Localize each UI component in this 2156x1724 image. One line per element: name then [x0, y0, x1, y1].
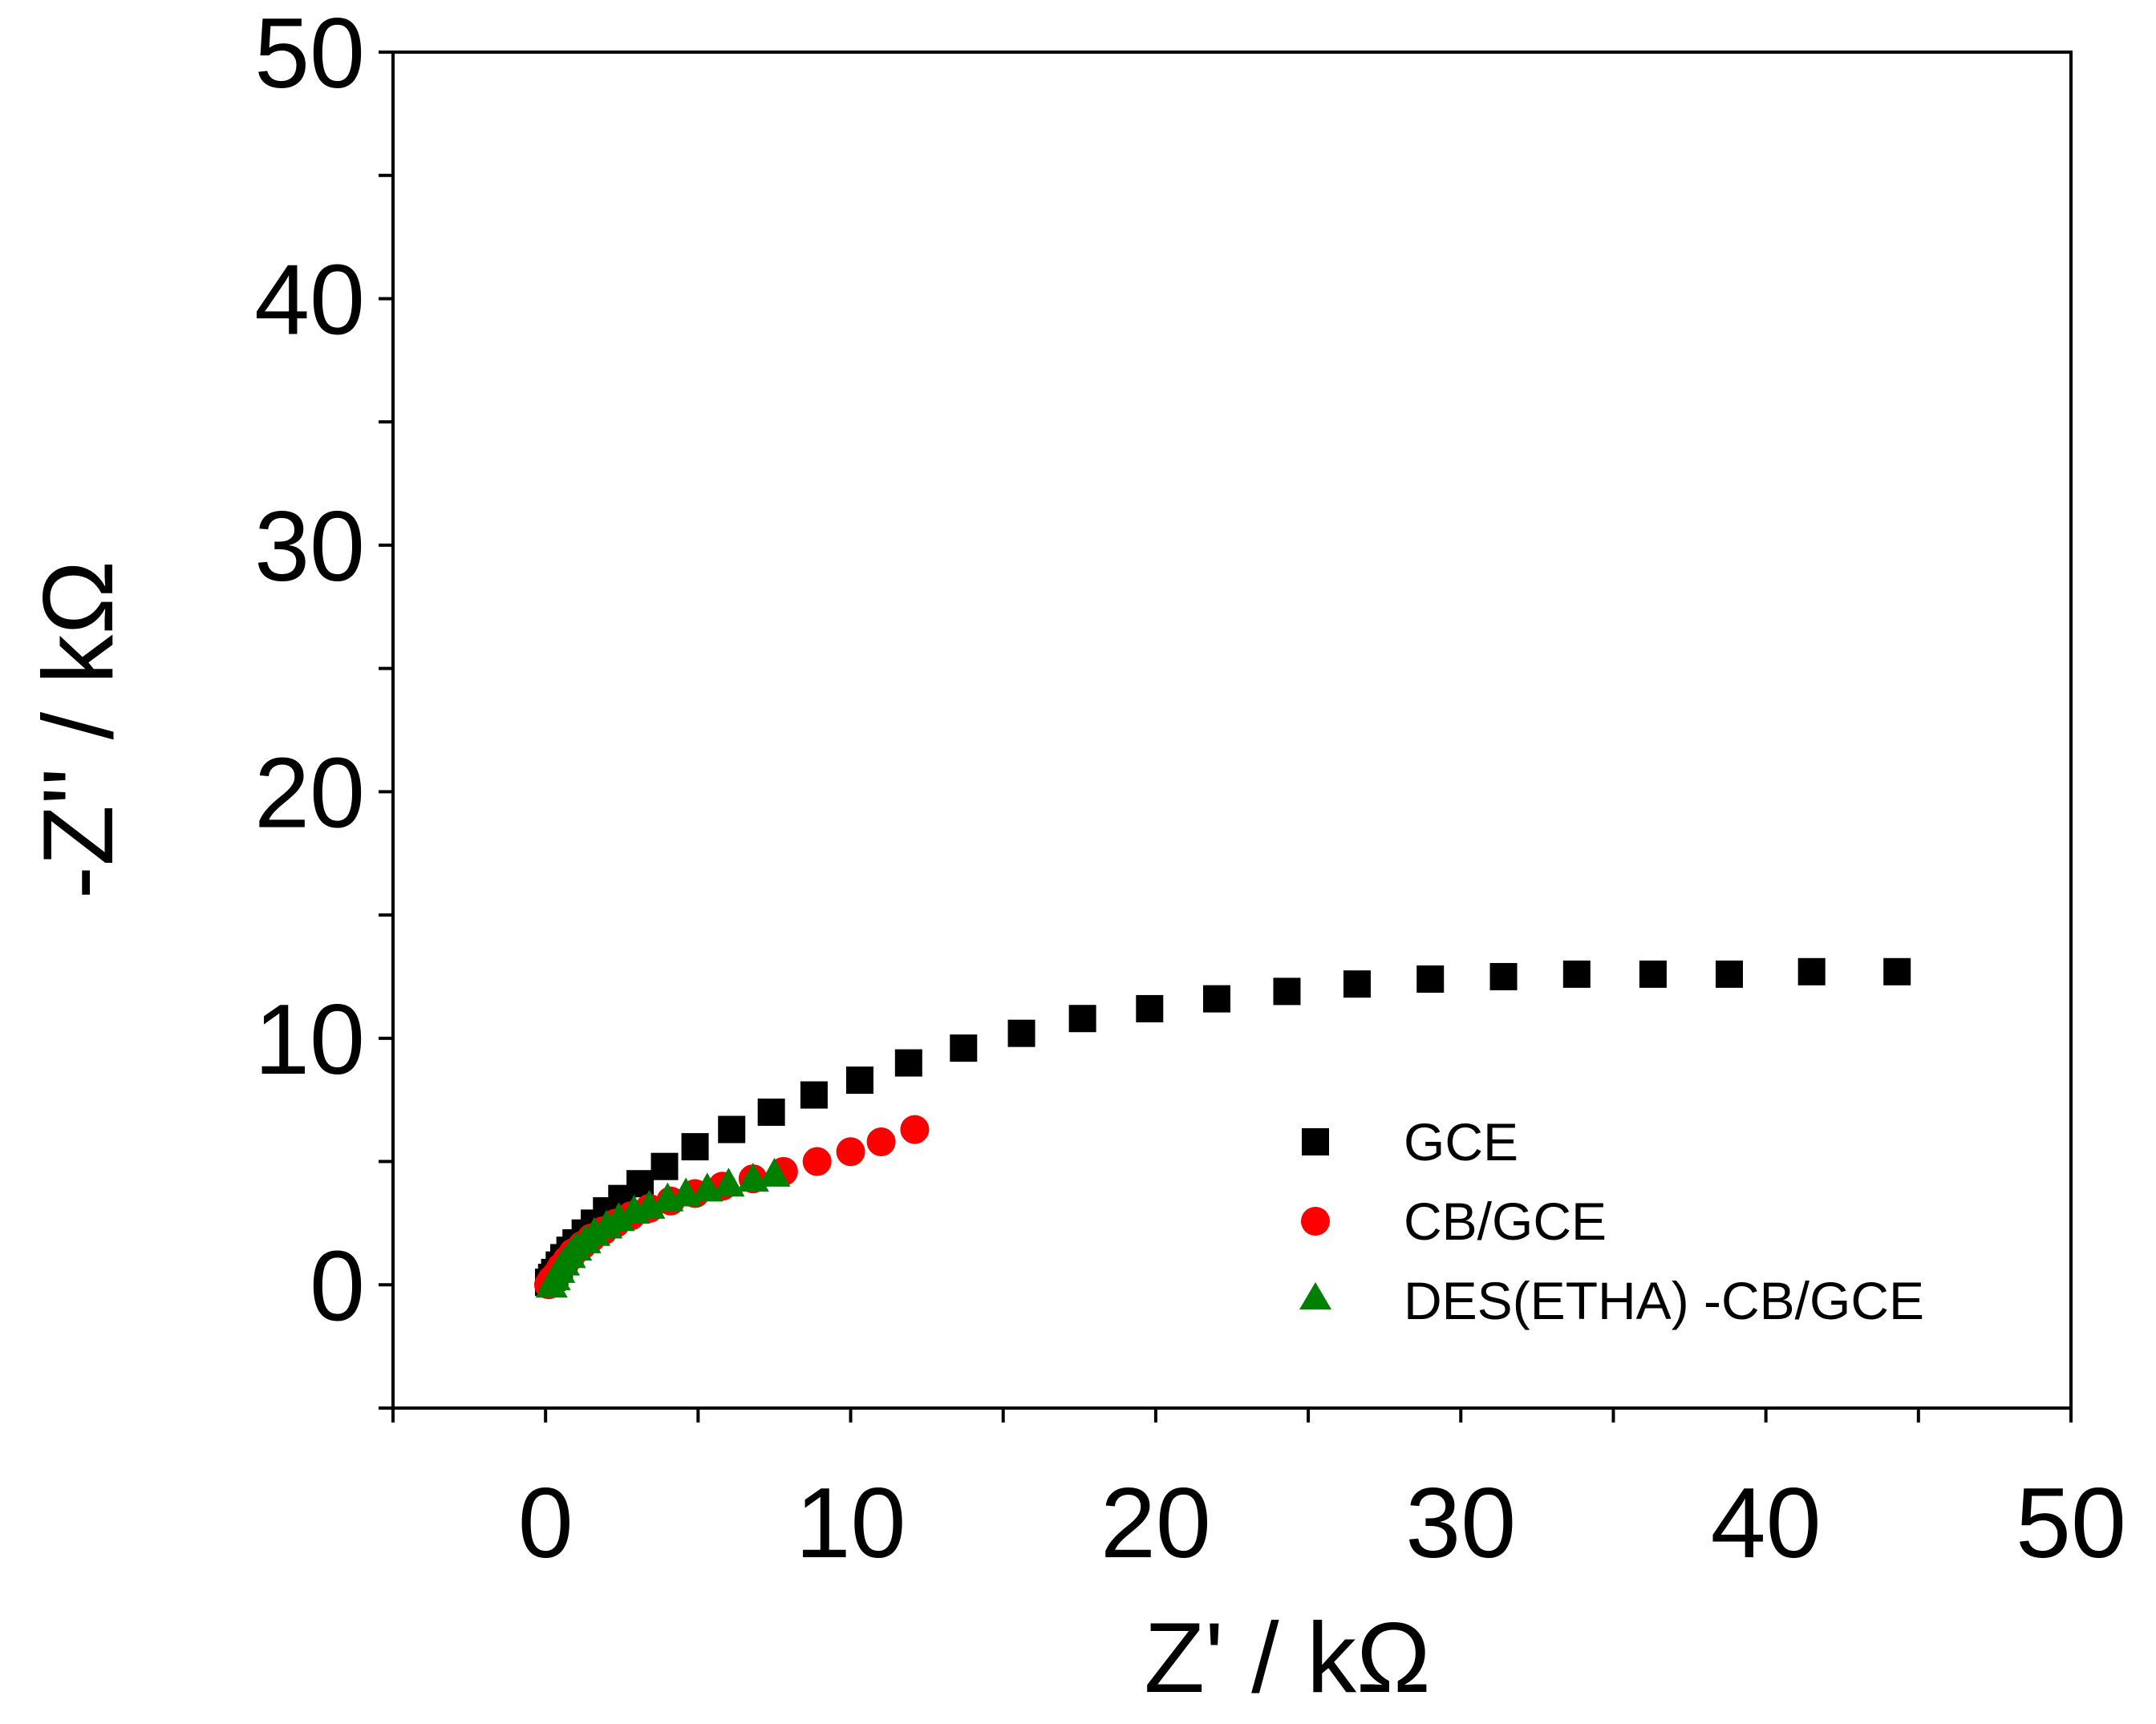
data-point — [900, 1115, 930, 1144]
data-point — [1715, 960, 1743, 988]
data-point — [802, 1147, 832, 1176]
data-point — [1007, 1019, 1035, 1047]
data-point — [602, 1202, 635, 1232]
y-axis-ticks: 0 10 20 30 40 50 — [254, 0, 393, 1410]
data-point — [1883, 957, 1911, 985]
y-tick-label: 20 — [254, 738, 365, 848]
x-tick-label: 40 — [1711, 1468, 1822, 1579]
data-point — [578, 1216, 611, 1246]
legend-marker-cb-gce — [1301, 1207, 1330, 1236]
y-tick-label: 40 — [254, 245, 365, 355]
data-point — [1416, 965, 1445, 994]
data-point — [1639, 960, 1667, 988]
data-point — [1068, 1005, 1096, 1033]
legend: GCE CB/GCE DES(ETHA) -CB/GCE — [1299, 1112, 1924, 1330]
data-point — [1136, 994, 1164, 1022]
data-point — [845, 1066, 873, 1095]
x-axis-ticks: 0 10 20 30 40 50 — [391, 1408, 2126, 1579]
x-tick-label: 10 — [796, 1468, 906, 1579]
x-tick-label: 50 — [2016, 1468, 2126, 1579]
data-point — [633, 1189, 666, 1219]
y-axis-title: -Z'' / kΩ — [23, 561, 134, 899]
x-axis-title: Z' / kΩ — [1144, 1603, 1430, 1714]
legend-marker-des-etha-cb-gce — [1299, 1282, 1331, 1309]
plot-frame — [391, 51, 2073, 1410]
data-point — [1343, 970, 1371, 998]
data-point — [681, 1133, 709, 1161]
legend-label-gce: GCE — [1404, 1112, 1518, 1172]
data-point — [1273, 977, 1301, 1006]
data-point — [758, 1157, 791, 1187]
data-point — [1489, 962, 1518, 990]
data-point — [950, 1034, 978, 1062]
x-tick-label: 30 — [1405, 1468, 1516, 1579]
legend-marker-gce — [1302, 1128, 1329, 1155]
data-point — [1562, 960, 1591, 988]
series-layer — [533, 957, 1911, 1300]
x-tick-label: 0 — [518, 1468, 573, 1579]
y-tick-label: 10 — [254, 985, 365, 1095]
series-2 — [535, 1157, 791, 1298]
data-point — [712, 1168, 745, 1197]
data-point — [650, 1152, 679, 1180]
y-tick-label: 50 — [254, 0, 365, 109]
x-tick-label: 20 — [1100, 1468, 1211, 1579]
data-point — [757, 1099, 785, 1127]
data-point — [866, 1127, 896, 1156]
y-tick-label: 0 — [310, 1231, 365, 1342]
data-point — [1797, 957, 1826, 985]
data-point — [894, 1049, 922, 1077]
data-point — [800, 1081, 828, 1109]
data-point — [590, 1209, 623, 1239]
data-point — [1202, 985, 1230, 1013]
legend-label-cb-gce: CB/GCE — [1404, 1192, 1607, 1251]
y-tick-label: 30 — [254, 492, 365, 602]
legend-label-des-etha-cb-gce: DES(ETHA) -CB/GCE — [1404, 1271, 1924, 1330]
series-0 — [534, 957, 1911, 1297]
data-point — [718, 1115, 746, 1143]
data-point — [836, 1137, 865, 1167]
